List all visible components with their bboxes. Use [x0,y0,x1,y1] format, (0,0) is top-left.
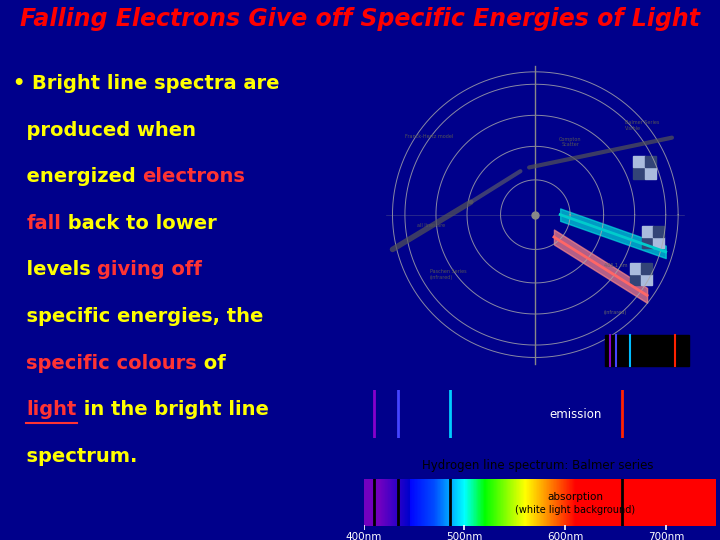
Text: Franck-Hertz model: Franck-Hertz model [405,133,453,139]
Text: Falling Electrons Give off Specific Energies of Light: Falling Electrons Give off Specific Ener… [20,8,700,31]
Text: 600nm: 600nm [547,531,583,540]
Text: 700nm: 700nm [648,531,684,540]
Bar [644,167,656,179]
Bar [641,263,652,274]
Text: Paschen Series
(infrared): Paschen Series (infrared) [430,269,467,280]
Text: fall: fall [27,214,61,233]
Bar [630,263,641,274]
Text: absorption: absorption [547,492,603,502]
Bar [653,226,665,237]
Bar [644,156,656,167]
Text: Compton
Scatter: Compton Scatter [559,137,581,147]
Bar [634,167,644,179]
Text: emission: emission [549,408,601,421]
Text: back to lower: back to lower [61,214,217,233]
Text: (white light background): (white light background) [516,505,635,515]
Text: specific energies, the: specific energies, the [13,307,264,326]
Text: Balmer Series
Visible: Balmer Series Visible [625,120,659,131]
Text: levels: levels [13,260,97,279]
Bar [642,226,653,237]
Text: 400nm: 400nm [346,531,382,540]
Text: electrons: electrons [143,167,246,186]
Text: produced when: produced when [13,120,196,139]
Text: Bright line spectra are: Bright line spectra are [32,74,279,93]
Bar [642,237,653,248]
Bar [641,274,652,286]
Bar [634,156,644,167]
Bar [605,335,689,366]
Text: in the bright line: in the bright line [77,400,269,419]
Text: specific colours: specific colours [27,354,197,373]
Text: 486.1 nm: 486.1 nm [603,263,627,268]
Text: (infrared): (infrared) [603,310,627,315]
Bar [653,237,665,248]
Text: of: of [197,354,226,373]
Text: spectrum.: spectrum. [13,447,138,466]
Text: all lines are: all lines are [418,223,446,228]
Text: Hydrogen line spectrum: Balmer series: Hydrogen line spectrum: Balmer series [423,458,654,471]
Text: •: • [13,74,32,93]
Text: 500nm: 500nm [446,531,482,540]
Bar [630,274,641,286]
Text: light: light [27,400,77,419]
Text: energized: energized [13,167,143,186]
Text: giving off: giving off [97,260,202,279]
